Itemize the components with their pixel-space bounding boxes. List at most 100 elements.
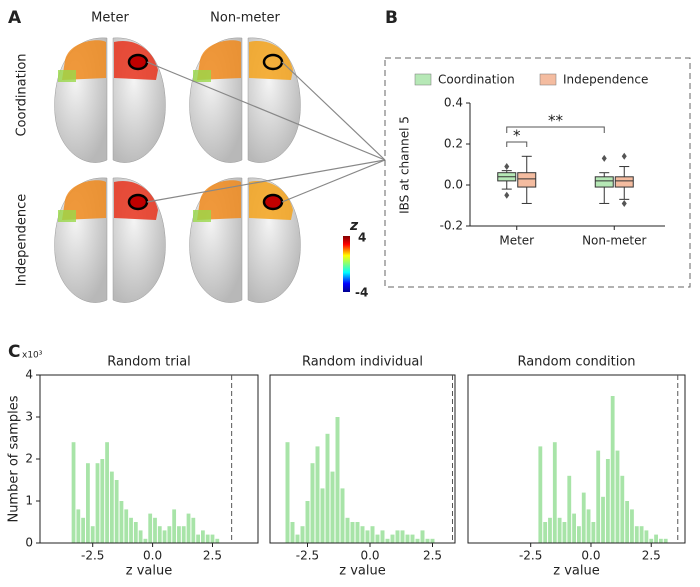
channel-circle — [127, 193, 149, 211]
bar — [610, 396, 615, 543]
bar — [138, 530, 143, 543]
x-tick-label: 2.5 — [642, 549, 661, 563]
bar — [295, 534, 300, 543]
bar — [124, 509, 129, 543]
bar — [350, 522, 355, 543]
colorbar-min: -4 — [355, 286, 368, 300]
x-tick-label: 0.0 — [143, 549, 162, 563]
x-axis-label: z value — [339, 564, 385, 579]
panel-b-frame — [384, 57, 691, 288]
bar — [345, 517, 350, 543]
x-tick-label: -2.5 — [519, 549, 542, 563]
colorbar-label: z — [349, 218, 359, 234]
bar — [290, 522, 295, 543]
bar — [591, 522, 596, 543]
bar — [586, 509, 591, 543]
bar — [196, 534, 201, 543]
x-tick-label: 0.0 — [581, 549, 600, 563]
bar — [654, 534, 658, 543]
bar — [380, 530, 385, 543]
bar — [601, 496, 605, 543]
row-label: Coordination — [15, 53, 30, 136]
flier — [601, 154, 607, 162]
flier — [621, 152, 627, 160]
bracket — [506, 141, 528, 147]
bar — [557, 517, 562, 543]
y-tick-label: 4 — [25, 368, 33, 382]
y-tick-label: 1 — [25, 494, 33, 508]
bar — [385, 538, 390, 543]
x-tick-label: 2.5 — [203, 549, 222, 563]
flier — [504, 163, 510, 171]
bar — [148, 513, 153, 543]
bar — [430, 538, 435, 543]
panel-label: B — [385, 8, 398, 28]
colorbar-max: 4 — [358, 231, 366, 245]
brain-images — [54, 37, 386, 303]
bar — [100, 459, 105, 543]
bar — [181, 526, 186, 543]
bar — [186, 513, 191, 543]
bar — [548, 517, 552, 543]
legend-label: Independence — [563, 73, 648, 87]
connector — [281, 61, 386, 161]
axes — [469, 103, 665, 227]
bar — [71, 442, 76, 543]
axes-frame — [467, 374, 686, 544]
bar — [400, 530, 405, 543]
bar — [365, 530, 370, 543]
bar — [355, 522, 360, 543]
bar — [95, 463, 100, 543]
bar — [370, 526, 375, 543]
panel-label: A — [8, 8, 22, 28]
activation-right — [249, 40, 293, 80]
y-axis-unit: x10³ — [22, 351, 43, 361]
bar — [90, 526, 95, 543]
bar — [167, 526, 172, 543]
y-tick-label: 3 — [25, 410, 33, 424]
bar — [162, 530, 167, 543]
bar — [375, 534, 380, 543]
bar — [572, 513, 576, 543]
x-axis-label: z value — [553, 564, 599, 579]
bar — [425, 538, 430, 543]
bar — [630, 509, 634, 543]
bar — [615, 450, 620, 543]
bar — [567, 475, 572, 543]
y-axis-label: Number of samples — [7, 395, 22, 522]
x-tick-label: -2.5 — [296, 549, 319, 563]
bar — [405, 534, 410, 543]
x-tick-label: -2.5 — [81, 549, 104, 563]
bar — [76, 509, 81, 543]
chart-title: Random individual — [302, 355, 423, 370]
y-tick-label: 2 — [25, 452, 33, 466]
bar — [105, 442, 109, 543]
significance: * — [513, 127, 521, 145]
bar — [340, 488, 345, 543]
bar — [320, 488, 325, 543]
bar — [410, 534, 415, 543]
column-label: Non-meter — [210, 11, 280, 26]
activation-band — [58, 70, 76, 82]
y-tick-label: 0.0 — [444, 178, 463, 192]
activation-band — [193, 210, 211, 222]
bar — [538, 446, 543, 543]
activation-band — [58, 210, 76, 222]
bar — [191, 517, 196, 543]
bracket — [506, 126, 605, 133]
bar — [562, 522, 567, 543]
column-label: Meter — [91, 11, 129, 26]
bar — [310, 463, 315, 543]
bar — [577, 526, 581, 543]
axes-frame — [269, 374, 456, 544]
bar — [153, 517, 157, 543]
connector — [281, 159, 386, 203]
bar — [390, 534, 395, 543]
activation-band — [193, 70, 211, 82]
bar — [119, 501, 124, 543]
channel-circle — [262, 193, 284, 211]
bar — [415, 538, 420, 543]
box — [517, 172, 537, 188]
bar — [663, 538, 668, 543]
